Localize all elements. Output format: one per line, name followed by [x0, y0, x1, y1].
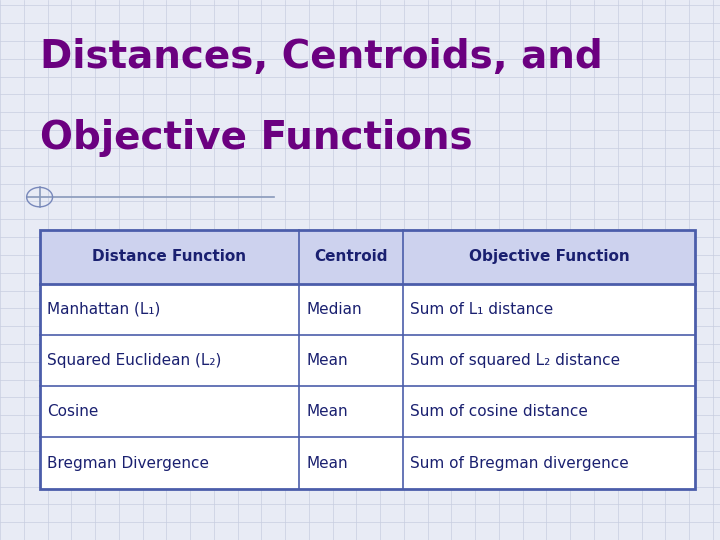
Text: Manhattan (L₁): Manhattan (L₁): [47, 302, 160, 316]
Text: Distance Function: Distance Function: [92, 249, 246, 264]
Bar: [40, 284, 695, 489]
Bar: [40, 230, 695, 489]
Text: Sum of Bregman divergence: Sum of Bregman divergence: [410, 456, 629, 470]
Text: Median: Median: [306, 302, 361, 316]
Text: Cosine: Cosine: [47, 404, 98, 419]
Text: Objective Function: Objective Function: [469, 249, 629, 264]
Text: Mean: Mean: [306, 456, 348, 470]
Text: Squared Euclidean (L₂): Squared Euclidean (L₂): [47, 353, 221, 368]
Text: Sum of L₁ distance: Sum of L₁ distance: [410, 302, 554, 316]
Text: Centroid: Centroid: [314, 249, 388, 264]
Text: Mean: Mean: [306, 404, 348, 419]
Text: Bregman Divergence: Bregman Divergence: [47, 456, 209, 470]
Text: Sum of cosine distance: Sum of cosine distance: [410, 404, 588, 419]
Text: Sum of squared L₂ distance: Sum of squared L₂ distance: [410, 353, 621, 368]
Text: Objective Functions: Objective Functions: [40, 119, 472, 157]
Text: Mean: Mean: [306, 353, 348, 368]
Text: Distances, Centroids, and: Distances, Centroids, and: [40, 38, 603, 76]
Bar: [40, 230, 695, 284]
